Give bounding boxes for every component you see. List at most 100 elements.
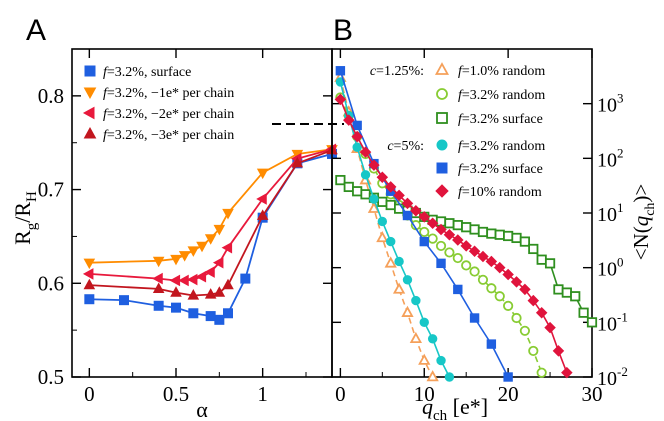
b-series-2-point [536, 254, 547, 265]
b-legend-3-label: f=3.2% random [458, 139, 545, 154]
panel-b-letter: B [333, 14, 353, 47]
a-legend-3-marker [83, 126, 97, 139]
a-series-2-point [178, 274, 189, 287]
panel-a-series [82, 143, 338, 325]
a-series-2-point [186, 273, 198, 286]
b-series-2-point [519, 236, 531, 247]
a-series-3-point [256, 209, 269, 220]
panel-a-ticks: 0 0.5 1 0.5 0.6 0.7 0.8 [38, 49, 344, 406]
a-legend-0-label: f=3.2%, surface [103, 65, 191, 80]
b-series-2-point [444, 218, 455, 229]
b-series-5-point [510, 276, 523, 288]
b-series-1-point [435, 240, 447, 252]
b-series-2-point [335, 174, 346, 186]
ylabel-open: <N( [629, 226, 653, 260]
a-series-0-point [240, 273, 251, 284]
a-series-3-point [152, 282, 165, 294]
b-series-5-point [477, 250, 489, 263]
b-series-0-point [426, 370, 439, 382]
b-series-2-point [511, 232, 522, 244]
b-series-1-point [528, 345, 539, 357]
b-series-3-point [436, 355, 446, 366]
a-series-1-point [178, 251, 191, 262]
b-series-3-point [369, 194, 379, 204]
b-series-0-point [367, 201, 381, 213]
panel-a-letter: A [26, 14, 46, 47]
a-series-0-point [188, 308, 199, 319]
b-series-4-point [419, 236, 429, 247]
b-series-3-point [360, 170, 371, 180]
b-legend-5-label: f=10% random [458, 185, 542, 200]
a-series-1-point [152, 256, 165, 268]
b-legend-4-marker [436, 162, 448, 174]
ylabel-q: q [629, 215, 653, 226]
b-series-5-point [359, 146, 372, 158]
b-series-4-point [503, 372, 513, 382]
panel-b-xlabel: qch [e*] [422, 394, 488, 421]
b-series-2-point [352, 186, 363, 197]
b-series-4-point [453, 284, 463, 295]
a-series-1-point [196, 241, 208, 253]
b-series-1-point [477, 274, 489, 285]
b-series-2-point [544, 258, 556, 269]
b-series-1-point [486, 283, 497, 294]
b-series-2-point [343, 181, 354, 193]
svg-text:Rg/RH: Rg/RH [10, 191, 40, 245]
b-series-2-point [377, 196, 388, 207]
b-series-5-point [376, 171, 389, 184]
b-legend-3-marker [436, 139, 448, 151]
a-series-0-point [153, 300, 164, 311]
b-series-2-point [578, 307, 589, 318]
b-series-5-point [351, 130, 363, 143]
a-series-3-point [222, 278, 234, 290]
b-series-4-point [469, 313, 480, 323]
ylabel-slash: /R [10, 202, 35, 223]
b-series-1-point [419, 226, 430, 238]
b-xtick-label: 20 [498, 382, 519, 406]
b-series-5-point [368, 159, 380, 171]
b-legend-1-marker [436, 88, 448, 100]
b-series-2-point [385, 199, 396, 211]
a-legend-3-label: f=3.2%, −3e* per chain [103, 128, 234, 143]
panel-b-series [334, 66, 598, 382]
a-series-3-point [213, 286, 226, 297]
ylabel-close: )> [629, 184, 653, 203]
panel-b-legend: c=1.25%: c=5%: f=1.0% random f=3.2% random f… [370, 62, 545, 200]
b-series-1-point [519, 325, 531, 336]
b-series-0-point [409, 331, 423, 344]
b-legend-1-label: f=3.2% random [458, 88, 545, 103]
b-series-4-point [402, 210, 413, 221]
b-series-1-point [444, 247, 455, 258]
a-series-0-point [84, 294, 95, 305]
a-ytick-label: 0.7 [38, 178, 64, 202]
b-series-2-point [469, 224, 480, 235]
b-legend-2-marker [436, 112, 448, 124]
a-series-3-point [170, 286, 182, 297]
b-series-4-point [486, 339, 497, 349]
panel-a-plot: 0 0.5 10.50.60.70.8 f=3.2%, surfacef=3.2%,… [10, 48, 344, 421]
b-series-4-point [352, 120, 362, 131]
b-series-0-point [392, 282, 406, 294]
b-series-1-point [452, 252, 463, 264]
b-series-2-point [494, 229, 505, 240]
a-series-2-point [195, 270, 207, 283]
b-series-4-point [335, 66, 346, 76]
a-legend-1-marker [83, 87, 97, 100]
a-series-2-point [212, 256, 224, 269]
b-series-5-point [502, 268, 514, 281]
b-legend-group-1: c=5%: [387, 139, 424, 154]
xlabel-main: q [422, 394, 433, 419]
b-series-5-point [384, 181, 397, 193]
b-series-2-point [570, 291, 581, 302]
b-series-3-point [386, 236, 396, 247]
a-xtick-label: 0 [84, 382, 95, 406]
a-ytick-label: 0.8 [38, 84, 64, 108]
a-series-2-point [82, 268, 94, 280]
a-xtick-label: 1 [257, 382, 268, 406]
b-ytick-label: 100 [597, 255, 624, 281]
a-legend-2-marker [82, 106, 95, 120]
b-series-2-point [360, 189, 371, 200]
b-series-5-point [527, 294, 540, 307]
ylabel-sub2: H [24, 191, 40, 202]
